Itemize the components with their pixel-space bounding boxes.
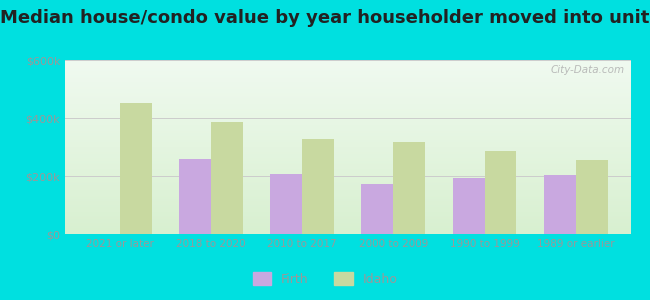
Bar	[544, 175, 576, 234]
Bar	[393, 142, 425, 234]
Bar	[302, 139, 334, 234]
Bar	[484, 152, 517, 234]
Text: City-Data.com: City-Data.com	[551, 65, 625, 75]
Legend: Firth, Idaho: Firth, Idaho	[248, 267, 402, 291]
Bar	[120, 103, 151, 234]
Bar	[361, 184, 393, 234]
Bar	[179, 159, 211, 234]
Bar	[270, 174, 302, 234]
Text: Median house/condo value by year householder moved into unit: Median house/condo value by year househo…	[0, 9, 650, 27]
Bar	[452, 178, 484, 234]
Bar	[211, 122, 243, 234]
Bar	[576, 160, 608, 234]
